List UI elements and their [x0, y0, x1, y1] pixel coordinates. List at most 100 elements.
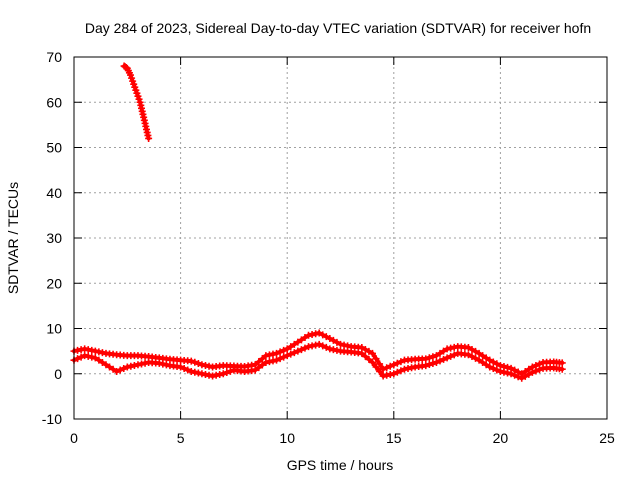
data-point	[482, 361, 490, 369]
data-point	[322, 333, 330, 341]
y-axis-title: SDTVAR / TECUs	[5, 182, 21, 294]
data-point	[447, 352, 455, 360]
chart-title: Day 284 of 2023, Sidereal Day-to-day VTE…	[85, 20, 591, 36]
data-point	[116, 366, 124, 374]
data-point	[177, 363, 185, 371]
data-point	[219, 370, 227, 378]
data-point	[273, 356, 281, 364]
data-point	[464, 344, 472, 352]
data-point	[319, 331, 327, 339]
data-point	[145, 134, 153, 142]
x-tick-label: 0	[70, 430, 78, 446]
data-point	[475, 349, 483, 357]
data-point	[479, 358, 487, 366]
data-point	[390, 361, 398, 369]
y-tick-labels: -10 0 10 20 30 40 50 60 70	[42, 49, 62, 427]
y-tick-label: 40	[46, 185, 62, 201]
data-point	[521, 372, 529, 380]
data-point	[329, 336, 337, 344]
data-point	[290, 340, 298, 348]
data-point	[368, 349, 376, 357]
data-point	[390, 370, 398, 378]
data-point	[425, 354, 433, 362]
data-point	[472, 347, 480, 355]
data-point	[276, 348, 284, 356]
data-point	[468, 353, 476, 361]
data-point	[365, 347, 373, 355]
data-point	[319, 342, 327, 350]
data-point	[255, 358, 263, 366]
data-point	[361, 352, 369, 360]
data-point	[429, 353, 437, 361]
data-point	[376, 360, 384, 368]
data-point	[184, 366, 192, 374]
data-point	[251, 366, 259, 374]
data-point	[493, 366, 501, 374]
data-point	[486, 363, 494, 371]
data-point	[475, 356, 483, 364]
data-point	[191, 358, 199, 366]
y-tick-label: 60	[46, 94, 62, 110]
data-point	[432, 358, 440, 366]
data-point	[468, 345, 476, 353]
data-point	[106, 363, 114, 371]
data-point	[255, 364, 263, 372]
x-tick-label: 20	[493, 430, 509, 446]
data-point	[297, 346, 305, 354]
data-point	[489, 358, 497, 366]
data-point	[393, 359, 401, 367]
y-tick-label: 30	[46, 230, 62, 246]
y-tick-label: -10	[42, 411, 62, 427]
series-high-outlier-arc	[120, 62, 153, 142]
data-point	[489, 364, 497, 372]
data-point	[436, 349, 444, 357]
data-point	[525, 370, 533, 378]
data-point	[113, 367, 121, 375]
data-point	[482, 354, 490, 362]
y-tick-label: 10	[46, 321, 62, 337]
data-point	[532, 367, 540, 375]
data-point	[429, 359, 437, 367]
x-tick-label: 25	[599, 430, 615, 446]
data-point	[397, 367, 405, 375]
data-point	[77, 353, 85, 361]
data-point	[493, 360, 501, 368]
data-point	[326, 334, 334, 342]
data-point	[187, 357, 195, 365]
data-point	[102, 361, 110, 369]
data-point	[258, 361, 266, 369]
y-tick-label: 50	[46, 140, 62, 156]
series-sdtvar-lower	[70, 340, 566, 382]
x-axis-title: GPS time / hours	[287, 457, 394, 473]
data-point	[376, 367, 384, 375]
data-point	[472, 354, 480, 362]
x-tick-labels: 0 5 10 15 20 25	[70, 430, 615, 446]
series-sdtvar-upper	[70, 329, 566, 378]
data-point	[436, 357, 444, 365]
data-point	[301, 344, 309, 352]
data-point	[432, 352, 440, 360]
data-point	[91, 354, 99, 362]
data-point	[283, 352, 291, 360]
data-point	[98, 358, 106, 366]
data-point	[258, 355, 266, 363]
x-tick-label: 5	[177, 430, 185, 446]
data-point	[440, 347, 448, 355]
data-point	[120, 364, 128, 372]
data-point	[368, 358, 376, 366]
data-point	[558, 365, 566, 373]
data-point	[425, 361, 433, 369]
data-point	[95, 356, 103, 364]
data-point	[315, 340, 323, 348]
data-point	[511, 371, 519, 379]
data-point	[180, 364, 188, 372]
data-point	[283, 345, 291, 353]
data-point	[322, 343, 330, 351]
data-point	[386, 362, 394, 370]
data-point	[287, 350, 295, 358]
data-point	[528, 368, 536, 376]
data-point	[280, 346, 288, 354]
data-point	[450, 351, 458, 359]
data-point	[558, 359, 566, 367]
